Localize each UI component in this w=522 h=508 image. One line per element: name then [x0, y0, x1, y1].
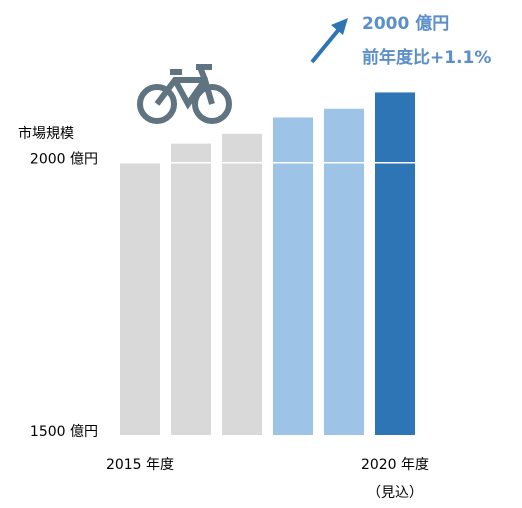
bar	[171, 143, 211, 435]
x-tick-note: （見込）	[367, 485, 423, 501]
annotation: 2000 億円	[362, 13, 449, 34]
bar	[222, 133, 262, 435]
x-tick-label: 2020 年度	[361, 457, 429, 473]
bar	[324, 108, 364, 435]
arrow	[310, 18, 348, 64]
bar	[273, 117, 313, 435]
x-tick-label: 2015 年度	[106, 457, 174, 473]
y-tick-label: 1500 億円	[30, 424, 98, 440]
annotation: 前年度比+1.1%	[362, 47, 491, 68]
y-axis-title: 市場規模	[18, 125, 74, 142]
y-tick-label: 2000 億円	[30, 152, 98, 168]
bicycle-icon	[137, 64, 232, 124]
bar	[120, 162, 160, 435]
bar	[375, 92, 415, 435]
